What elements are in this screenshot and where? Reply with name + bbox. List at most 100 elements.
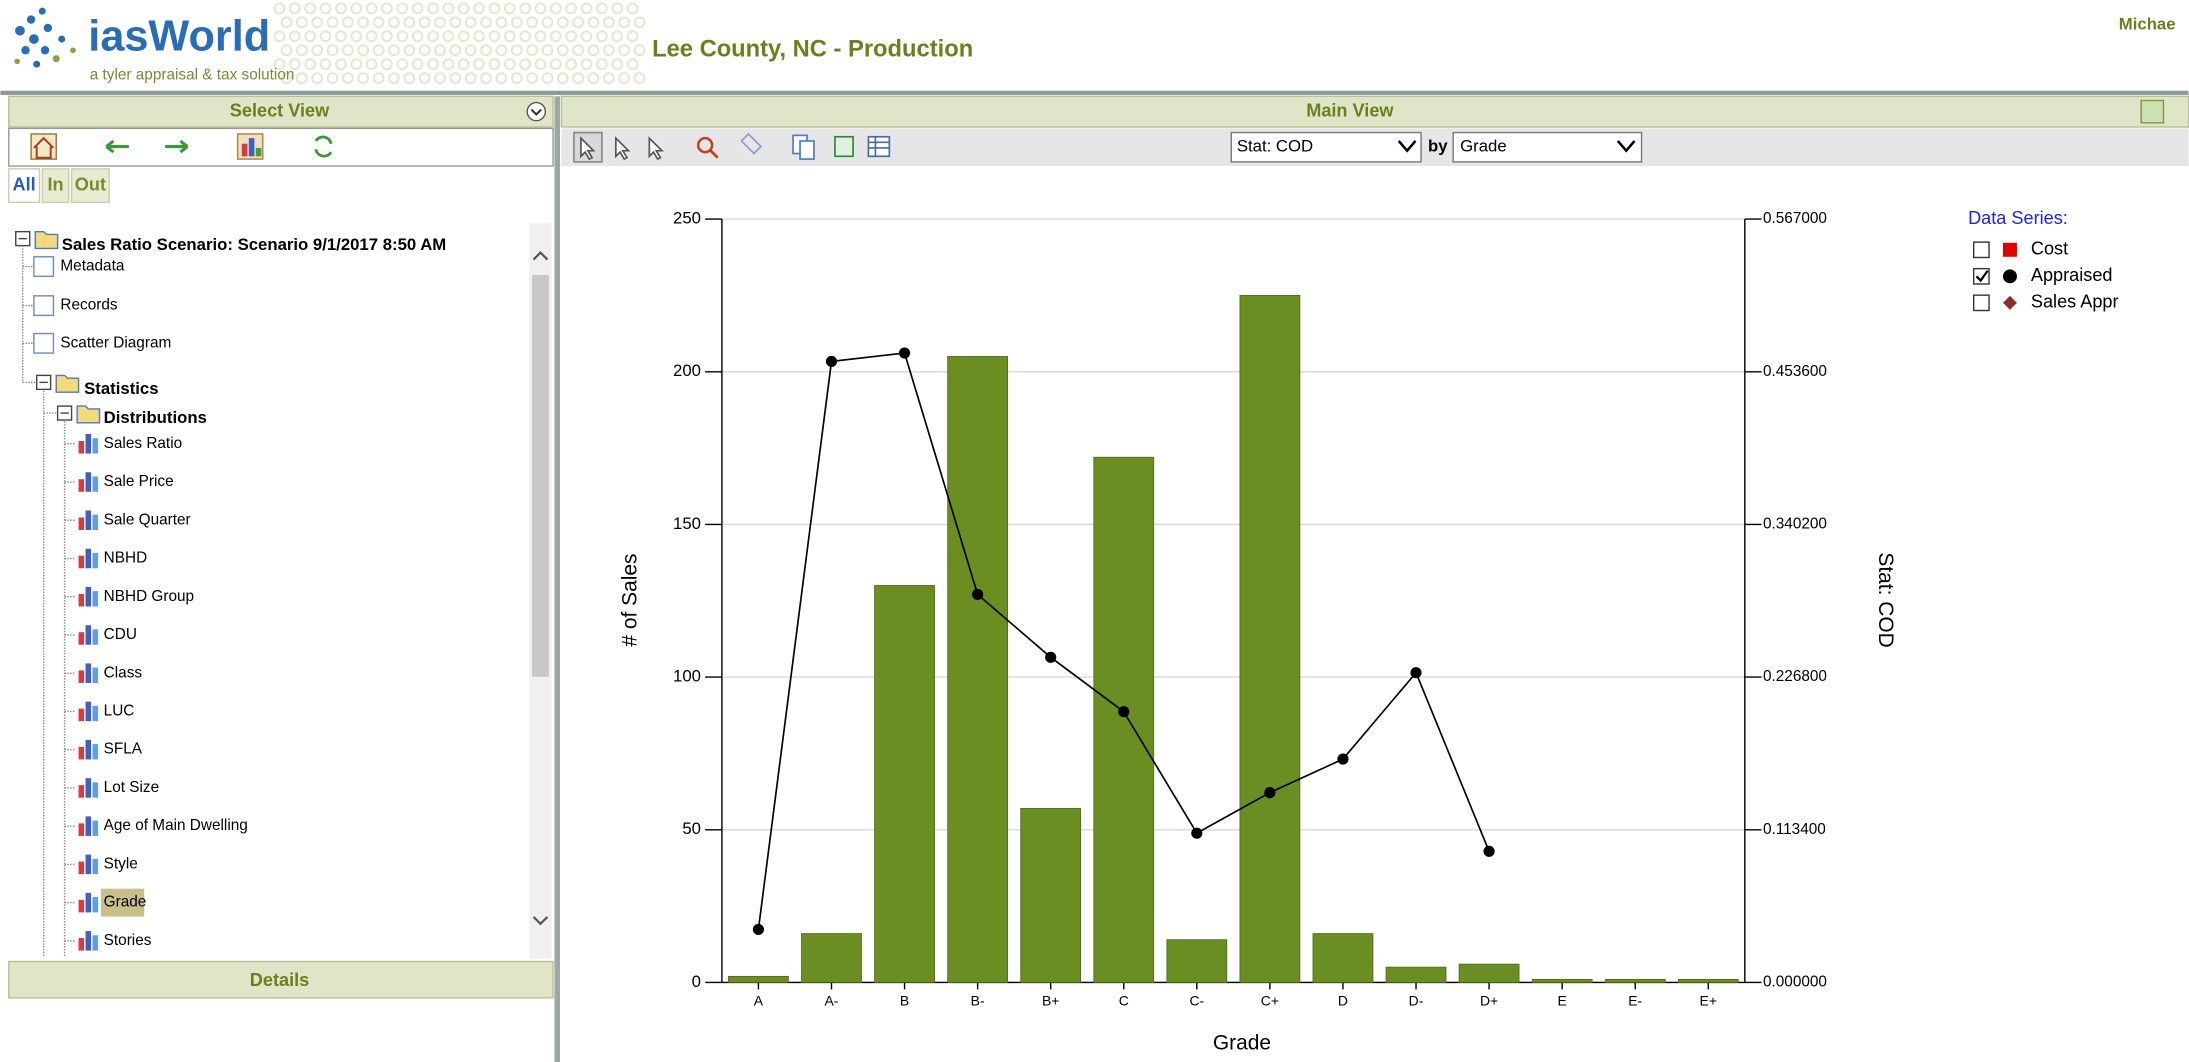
tab-label[interactable]: Out — [75, 174, 106, 194]
point[interactable] — [1337, 753, 1349, 765]
legend-marker — [2002, 295, 2017, 310]
tree-item[interactable]: LUC — [104, 703, 135, 720]
bar[interactable] — [1166, 939, 1228, 983]
legend-label[interactable]: Appraised — [2031, 265, 2113, 285]
scroll-up[interactable] — [532, 251, 549, 261]
scroll-down[interactable] — [532, 916, 549, 926]
splitter[interactable] — [554, 96, 561, 1062]
tree-item[interactable]: Metadata — [60, 258, 124, 275]
tab-label[interactable]: All — [13, 174, 36, 194]
point[interactable] — [1483, 845, 1495, 857]
excel-tool[interactable] — [834, 135, 854, 158]
point[interactable] — [1045, 651, 1057, 663]
tree-item[interactable]: Sale Price — [104, 473, 174, 490]
chart-icon — [78, 440, 85, 454]
tree-item[interactable]: Age of Main Dwelling — [104, 817, 248, 834]
tree-item[interactable]: NBHD — [104, 550, 147, 567]
y2-axis-label: Stat: COD — [1874, 552, 1897, 647]
tree-item[interactable]: NBHD Group — [104, 588, 194, 605]
table-tool[interactable] — [867, 135, 891, 158]
chart-icon — [85, 854, 92, 875]
maximize-button[interactable] — [2140, 99, 2165, 124]
point[interactable] — [752, 923, 765, 935]
legend-label[interactable]: Sales Appr — [2031, 292, 2119, 312]
pattern-dot — [495, 16, 508, 29]
zoom-tool[interactable] — [696, 136, 714, 154]
group-select-value: Grade — [1460, 137, 1507, 156]
checkbox[interactable] — [1972, 294, 1990, 312]
pattern-dot — [341, 44, 354, 57]
chart-icon — [85, 434, 92, 454]
details-bar[interactable] — [8, 960, 554, 999]
add-select-tool[interactable] — [614, 136, 631, 161]
tree-item[interactable]: Grade — [104, 894, 147, 911]
tab-label[interactable]: In — [47, 174, 63, 194]
bar[interactable] — [1385, 966, 1447, 983]
refresh-button[interactable] — [314, 135, 333, 158]
point[interactable] — [1191, 827, 1203, 839]
tree-item[interactable]: SFLA — [104, 741, 143, 758]
tree-item[interactable]: Scatter Diagram — [60, 334, 171, 351]
pattern-dot — [295, 72, 308, 85]
tree-item[interactable]: CDU — [104, 626, 137, 643]
pattern-dot — [473, 2, 486, 15]
point[interactable] — [1410, 667, 1422, 679]
bar[interactable] — [728, 975, 789, 983]
doc-icon — [33, 332, 55, 354]
bar[interactable] — [1239, 295, 1301, 983]
panel-header — [8, 95, 554, 128]
pattern-dot — [580, 2, 593, 15]
pattern-dot — [273, 2, 286, 15]
tab[interactable] — [41, 168, 70, 204]
tree-item[interactable]: Lot Size — [104, 779, 159, 796]
scrollbar-thumb[interactable] — [532, 274, 549, 677]
user-name[interactable]: Michae — [2119, 15, 2176, 34]
forward-button[interactable] — [165, 139, 189, 154]
collapse-button[interactable] — [526, 101, 547, 122]
x-tick-label: E- — [1628, 993, 1642, 1009]
bar[interactable] — [1458, 963, 1520, 983]
back-button[interactable] — [105, 139, 129, 154]
point[interactable] — [825, 355, 838, 367]
bar[interactable] — [1093, 456, 1155, 983]
bar[interactable] — [801, 933, 862, 983]
point[interactable] — [898, 347, 911, 359]
y-axis-label: # of Sales — [619, 554, 642, 647]
tab[interactable] — [70, 168, 110, 204]
tree-item[interactable]: Records — [60, 297, 117, 314]
y-tick-label: 150 — [673, 514, 701, 533]
tree-item[interactable]: Class — [104, 664, 143, 681]
point[interactable] — [972, 588, 984, 601]
pattern-dot — [341, 72, 354, 85]
point[interactable] — [1118, 706, 1130, 718]
bar[interactable] — [1604, 978, 1666, 983]
remove-select-tool[interactable] — [648, 136, 664, 161]
tag-tool[interactable] — [740, 132, 763, 155]
tree-node[interactable]: Statistics — [84, 379, 158, 398]
bar[interactable] — [1531, 978, 1593, 983]
tree-item[interactable]: Style — [104, 855, 138, 872]
tab[interactable] — [8, 168, 41, 204]
chart-icon — [78, 938, 85, 951]
pattern-dot — [418, 72, 431, 85]
chart-icon — [85, 663, 92, 683]
tree-item[interactable]: Sales Ratio — [104, 435, 182, 452]
tree-item[interactable]: Sale Quarter — [104, 511, 191, 528]
chart-icon — [78, 746, 85, 760]
bar[interactable] — [947, 356, 1008, 983]
group-select[interactable] — [1452, 131, 1643, 163]
folder-icon — [55, 374, 80, 393]
tree-node[interactable]: Distributions — [104, 408, 207, 427]
tree-root[interactable]: Sales Ratio Scenario: Scenario 9/1/2017 … — [62, 235, 446, 254]
bar[interactable] — [1312, 933, 1374, 983]
bar[interactable] — [1020, 807, 1082, 983]
bar[interactable] — [1677, 978, 1739, 983]
tree-item[interactable]: Stories — [104, 932, 152, 949]
stat-select[interactable] — [1230, 131, 1422, 163]
pattern-dot — [473, 30, 486, 43]
data-series-panel: Data Series: Cost Appraised Sales Appr — [1968, 208, 2118, 312]
legend-label[interactable]: Cost — [2031, 239, 2068, 259]
checkbox[interactable] — [1972, 241, 1990, 259]
point[interactable] — [1264, 787, 1276, 799]
bar[interactable] — [874, 585, 935, 983]
